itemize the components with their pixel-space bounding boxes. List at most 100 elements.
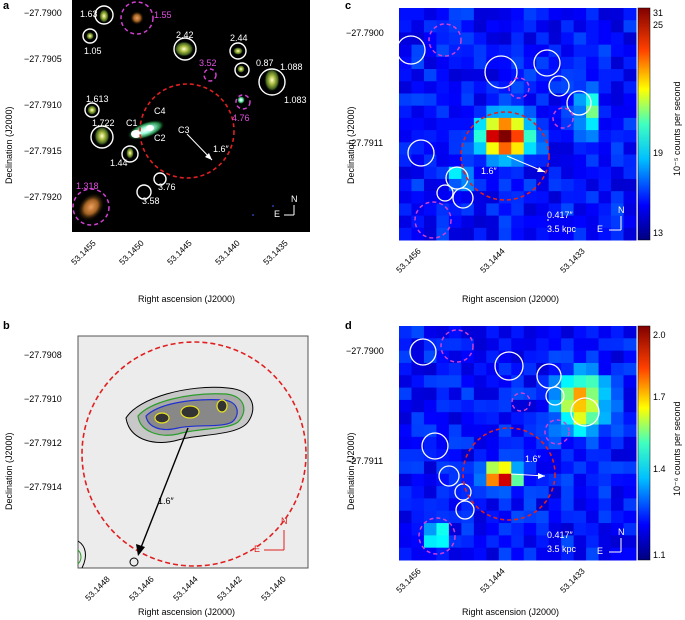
heatmap-pixel <box>411 93 425 107</box>
source-circle <box>421 432 449 460</box>
panel-d-heatmap <box>399 326 637 561</box>
heatmap-pixel <box>461 387 475 401</box>
heatmap-pixel <box>623 486 637 499</box>
heatmap-pixel <box>399 215 412 229</box>
heatmap-pixel <box>561 375 575 389</box>
heatmap-pixel <box>536 81 550 94</box>
heatmap-pixel <box>573 178 587 192</box>
heatmap-pixel <box>423 338 437 352</box>
galaxy <box>87 105 97 115</box>
heatmap-pixel <box>586 56 600 70</box>
source-circle <box>455 500 475 520</box>
heatmap-pixel <box>498 486 512 499</box>
heatmap-pixel <box>423 93 437 107</box>
scale-label: 3.5 kpc <box>547 544 577 554</box>
heatmap-pixel <box>598 498 612 512</box>
heatmap-pixel <box>561 130 575 143</box>
heatmap-pixel <box>536 142 550 156</box>
galaxy <box>99 9 109 23</box>
heatmap-pixel <box>511 56 525 70</box>
heatmap-pixel <box>536 535 550 549</box>
heatmap-pixel <box>473 387 487 401</box>
heatmap-pixel <box>511 498 525 512</box>
heatmap-pixel <box>423 461 437 475</box>
heatmap-pixel <box>548 191 562 204</box>
heatmap-pixel <box>573 436 587 450</box>
heatmap-pixel <box>486 203 500 217</box>
heatmap-pixel <box>448 93 462 107</box>
heatmap-pixel <box>561 20 575 33</box>
ytick: −27.7905 <box>24 54 62 64</box>
heatmap-pixel <box>586 166 600 180</box>
heatmap-pixel <box>598 203 612 217</box>
xtick: 53.1450 <box>117 238 147 267</box>
heatmap-pixel <box>486 547 500 561</box>
heatmap-pixel <box>498 338 512 352</box>
heatmap-pixel <box>548 178 562 192</box>
panel-d-xlabel: Right ascension (J2000) <box>462 607 560 617</box>
heatmap-pixel <box>611 105 625 119</box>
heatmap-pixel <box>498 227 512 241</box>
heatmap-pixel <box>399 326 412 339</box>
heatmap-pixel <box>586 338 600 352</box>
heatmap-pixel <box>523 350 537 364</box>
heatmap-pixel <box>511 412 525 426</box>
heatmap-pixel <box>623 69 637 82</box>
heatmap-pixel <box>586 535 600 549</box>
heatmap-pixel <box>436 142 450 156</box>
arrow-1-6 <box>139 427 189 551</box>
panel-d-colorbar <box>637 325 651 561</box>
heatmap-pixel <box>498 473 512 487</box>
heatmap-pixel <box>523 535 537 549</box>
panel-c-xlabel: Right ascension (J2000) <box>462 294 560 304</box>
source-circle <box>548 75 570 97</box>
panel-a-image <box>72 0 310 232</box>
heatmap-pixel <box>498 498 512 512</box>
heatmap-pixel <box>399 461 412 475</box>
heatmap-pixel <box>523 473 537 487</box>
heatmap-pixel <box>473 8 487 21</box>
heatmap-pixel <box>523 142 537 156</box>
heatmap-pixel <box>586 473 600 487</box>
heatmap-pixel <box>461 375 475 389</box>
heatmap-pixel <box>498 69 512 82</box>
heatmap-pixel <box>598 473 612 487</box>
heatmap-pixel <box>399 412 412 426</box>
heatmap-pixel <box>611 350 625 364</box>
heatmap-pixel <box>586 215 600 229</box>
heatmap-pixel <box>399 535 412 549</box>
galaxy <box>233 47 243 55</box>
heatmap-pixel <box>399 69 412 82</box>
heatmap-pixel <box>423 191 437 204</box>
heatmap-pixel <box>523 178 537 192</box>
heatmap-pixel <box>448 350 462 364</box>
heatmap-pixel <box>623 338 637 352</box>
heatmap-pixel <box>436 203 450 217</box>
heatmap-pixel <box>461 326 475 339</box>
heatmap-pixel <box>598 510 612 524</box>
heatmap-pixel <box>561 227 575 241</box>
heatmap-pixel <box>623 510 637 524</box>
heatmap-pixel <box>598 32 612 46</box>
heatmap-pixel <box>573 20 587 33</box>
heatmap-pixel <box>611 191 625 204</box>
heatmap-pixel <box>611 498 625 512</box>
heatmap-pixel <box>561 486 575 499</box>
compass-n-label: N <box>618 205 625 215</box>
heatmap-pixel <box>436 56 450 70</box>
heatmap-pixel <box>573 547 587 561</box>
compass-n-label: N <box>291 194 298 204</box>
heatmap-pixel <box>473 338 487 352</box>
heatmap-pixel <box>423 375 437 389</box>
magenta-circle <box>203 68 217 82</box>
heatmap-pixel <box>573 535 587 549</box>
heatmap-pixel <box>523 498 537 512</box>
xtick: 53.1444 <box>171 574 201 603</box>
heatmap-pixel <box>411 326 425 339</box>
heatmap-pixel <box>486 498 500 512</box>
heatmap-pixel <box>523 449 537 462</box>
heatmap-pixel <box>536 547 550 561</box>
heatmap-pixel <box>586 44 600 58</box>
heatmap-pixel <box>598 547 612 561</box>
heatmap-pixel <box>573 56 587 70</box>
